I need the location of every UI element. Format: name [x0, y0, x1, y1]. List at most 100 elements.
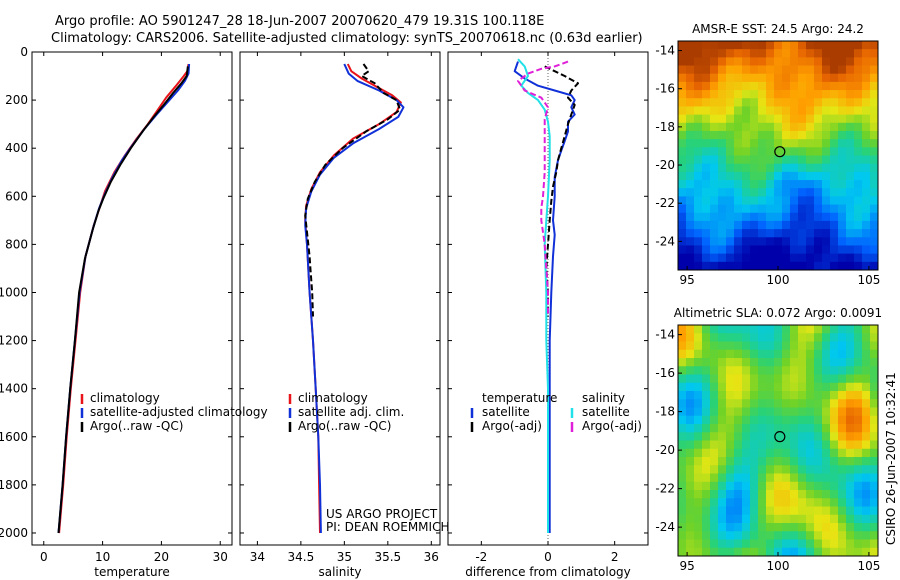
heatmap-cell	[782, 547, 791, 557]
heatmap-cell	[718, 163, 727, 173]
heatmap-cell	[694, 114, 703, 124]
heatmap-cell	[702, 90, 711, 99]
heatmap-cell	[846, 358, 855, 367]
heatmap-cell	[710, 341, 719, 351]
heatmap-cell	[822, 514, 831, 524]
heatmap-cell	[782, 374, 791, 384]
heatmap-cell	[758, 366, 767, 375]
y-tick-label: -18	[655, 120, 675, 134]
heatmap-cell	[702, 523, 711, 532]
heatmap-cell	[838, 506, 847, 516]
heatmap-cell	[806, 98, 815, 107]
heatmap-cell	[694, 531, 703, 540]
heatmap-cell	[726, 204, 735, 214]
heatmap-cell	[838, 523, 847, 532]
heatmap-cell	[750, 106, 759, 116]
heatmap-cell	[702, 440, 711, 450]
heatmap-cell	[694, 188, 703, 197]
heatmap-cell	[782, 366, 791, 375]
heatmap-cell	[750, 407, 759, 417]
heatmap-cell	[718, 490, 727, 499]
heatmap-cell	[750, 229, 759, 238]
heatmap-cell	[766, 49, 775, 58]
heatmap-cell	[822, 333, 831, 342]
heatmap-cell	[750, 139, 759, 148]
heatmap-cell	[870, 539, 879, 549]
heatmap-cell	[862, 106, 871, 116]
heatmap-cell	[790, 204, 799, 214]
heatmap-cell	[702, 229, 711, 238]
heatmap-cell	[782, 457, 791, 466]
heatmap-cell	[726, 155, 735, 165]
heatmap-cell	[766, 237, 775, 246]
heatmap-cell	[686, 114, 695, 124]
heatmap-cell	[854, 106, 863, 116]
heatmap-cell	[766, 81, 775, 91]
heatmap-cell	[766, 448, 775, 458]
heatmap-cell	[806, 65, 815, 75]
heatmap-cell	[862, 130, 871, 140]
heatmap-cell	[710, 432, 719, 441]
heatmap-cell	[742, 399, 751, 408]
heatmap-cell	[686, 245, 695, 255]
heatmap-cell	[854, 547, 863, 557]
heatmap-cell	[798, 547, 807, 557]
heatmap-cell	[734, 407, 743, 417]
heatmap-cell	[702, 457, 711, 466]
heatmap-cell	[726, 171, 735, 181]
heatmap-cell	[854, 130, 863, 140]
heatmap-cell	[726, 523, 735, 532]
heatmap-cell	[790, 506, 799, 516]
heatmap-cell	[838, 114, 847, 124]
heatmap-cell	[798, 261, 807, 271]
heatmap-cell	[790, 366, 799, 375]
heatmap-cell	[790, 220, 799, 230]
heatmap-cell	[790, 139, 799, 148]
heatmap-cell	[870, 65, 879, 75]
heatmap-cell	[822, 391, 831, 400]
heatmap-cell	[830, 341, 839, 351]
heatmap-cell	[814, 98, 823, 107]
heatmap-cell	[862, 237, 871, 246]
heatmap-cell	[830, 465, 839, 474]
heatmap-cell	[734, 245, 743, 255]
heatmap-cell	[726, 98, 735, 107]
heatmap-cell	[782, 498, 791, 507]
heatmap-cell	[798, 465, 807, 474]
heatmap-cell	[766, 180, 775, 189]
heatmap-cell	[758, 415, 767, 425]
heatmap-cell	[870, 196, 879, 205]
heatmap-cell	[734, 358, 743, 367]
heatmap-cell	[790, 457, 799, 466]
heatmap-cell	[718, 98, 727, 107]
heatmap-cell	[726, 498, 735, 507]
heatmap-cell	[702, 481, 711, 491]
heatmap-cell	[782, 261, 791, 271]
heatmap-cell	[758, 49, 767, 58]
heatmap-cell	[830, 196, 839, 205]
heatmap-cell	[806, 196, 815, 205]
heatmap-cell	[710, 229, 719, 238]
heatmap-cell	[854, 57, 863, 66]
heatmap-cell	[734, 399, 743, 408]
heatmap-cell	[854, 391, 863, 400]
heatmap-cell	[710, 490, 719, 499]
heatmap-cell	[782, 448, 791, 458]
heatmap-cell	[742, 514, 751, 524]
y-tick-label: -16	[655, 366, 675, 380]
heatmap-cell	[830, 155, 839, 165]
heatmap-cell	[678, 196, 687, 205]
heatmap-cell	[710, 333, 719, 342]
heatmap-cell	[718, 498, 727, 507]
heatmap-cell	[750, 382, 759, 392]
heatmap-cell	[854, 539, 863, 549]
heatmap-cell	[814, 155, 823, 165]
heatmap-cell	[734, 196, 743, 205]
heatmap-cell	[694, 341, 703, 351]
heatmap-cell	[782, 229, 791, 238]
heatmap-cell	[678, 358, 687, 367]
heatmap-cell	[686, 106, 695, 116]
heatmap-cell	[846, 531, 855, 540]
heatmap-cell	[822, 171, 831, 181]
